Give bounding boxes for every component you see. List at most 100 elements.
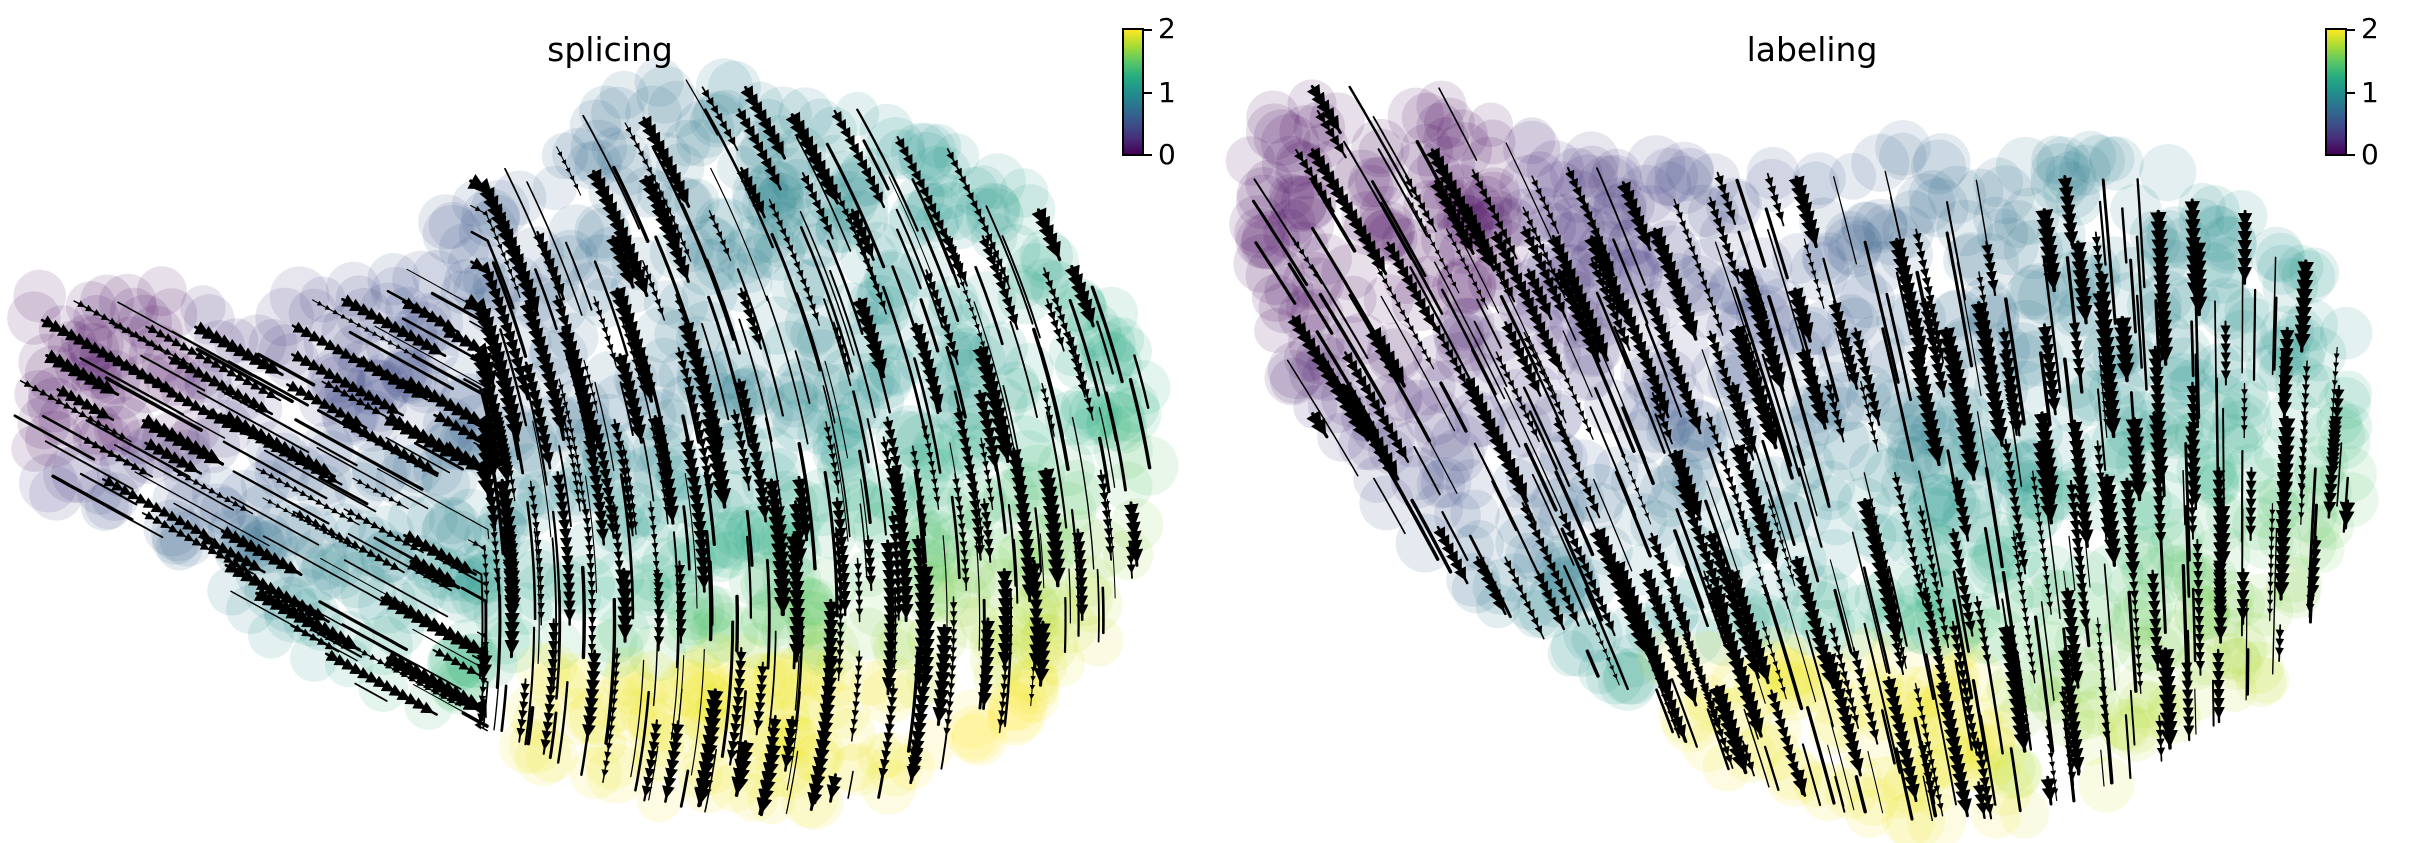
streamline: [2194, 353, 2200, 429]
streamline: [736, 166, 766, 219]
cell-point: [2170, 358, 2220, 408]
cell-point: [1875, 120, 1931, 176]
cell-point: [841, 607, 894, 661]
streamline: [858, 449, 872, 524]
streamline: [1104, 391, 1127, 492]
streamline: [637, 115, 691, 208]
streamline: [2073, 509, 2091, 648]
streamline: [316, 446, 429, 510]
streamline: [940, 714, 950, 770]
streamline: [1133, 354, 1150, 409]
streamline: [2155, 258, 2164, 361]
streamline: [2184, 505, 2191, 598]
streamline: [735, 108, 782, 191]
streamline: [1096, 568, 1100, 643]
streamline: [621, 444, 639, 535]
streamline: [1672, 706, 1688, 743]
streamline: [1975, 179, 1990, 253]
panel-labeling: labeling 2 1 0: [1210, 0, 2423, 843]
streamline: [2129, 689, 2136, 746]
streamline: [1769, 407, 1794, 480]
streamline: [2271, 529, 2278, 675]
streamline: [467, 539, 490, 604]
cell-point: [1913, 133, 1971, 191]
streamline: [705, 258, 741, 355]
cell-point: [1654, 155, 1713, 215]
streamline: [581, 503, 597, 658]
streamline: [1798, 467, 1823, 548]
streamline: [1859, 380, 1879, 453]
colorbar-tick-label: 0: [1158, 138, 1176, 171]
cell-point: [1829, 153, 1877, 200]
streamline: [2045, 501, 2061, 620]
streamline: [526, 706, 535, 746]
streamline: [1895, 271, 1912, 336]
cell-point: [1849, 442, 1900, 493]
cell-point: [1420, 457, 1472, 508]
streamline: [977, 617, 995, 711]
streamline: [172, 469, 254, 515]
cell-point: [1006, 243, 1063, 300]
streamline: [652, 596, 659, 707]
streamline: [1528, 410, 1558, 471]
streamline: [144, 438, 203, 475]
streamline: [2185, 421, 2198, 540]
chart-title-splicing: splicing: [547, 30, 673, 69]
streamline: [1849, 646, 1879, 745]
streamline: [710, 167, 768, 302]
streamline: [847, 770, 854, 799]
streamline: [1761, 353, 1801, 477]
cell-point: [860, 759, 917, 815]
streamline: [910, 445, 928, 537]
streamline: [1645, 323, 1683, 418]
streamline: [1728, 324, 1779, 450]
streamline: [1007, 503, 1017, 587]
streamline: [2068, 535, 2076, 591]
streamline: [1824, 379, 1845, 443]
streamline: [2237, 209, 2253, 285]
streamline: [1743, 708, 1770, 788]
streamline: [605, 234, 635, 289]
streamline: [1673, 529, 1705, 609]
streamline: [609, 286, 656, 403]
cell-point: [1993, 749, 2044, 799]
cell-point: [29, 466, 84, 521]
cell-point: [769, 380, 829, 440]
streamline: [222, 410, 336, 478]
streamline: [2279, 348, 2285, 406]
streamline: [2338, 499, 2356, 530]
streamline: [647, 415, 679, 525]
cell-point: [2078, 756, 2135, 813]
streamline: [580, 720, 591, 776]
streamline: [1786, 287, 1814, 343]
streamline: [1765, 386, 1793, 467]
streamline: [532, 420, 552, 538]
streamline: [2136, 178, 2146, 289]
streamline: [1533, 570, 1566, 631]
streamline: [580, 565, 586, 660]
cell-point: [358, 662, 409, 712]
cell-point: [831, 742, 886, 796]
cell-point: [641, 537, 693, 589]
streamline: [641, 719, 662, 802]
streamline: [2040, 601, 2055, 701]
streamline: [1907, 348, 1944, 467]
streamline: [432, 647, 482, 677]
streamline: [893, 586, 897, 670]
streamline: [321, 380, 387, 418]
streamline: [685, 387, 701, 444]
streamline: [1672, 198, 1724, 336]
streamline: [2277, 326, 2295, 420]
cell-point: [2115, 661, 2168, 715]
streamline: [80, 436, 154, 478]
streamline: [2271, 256, 2277, 376]
cell-point: [2319, 306, 2373, 360]
streamline: [674, 560, 687, 644]
cell-point: [136, 266, 187, 317]
streamline: [1788, 175, 1820, 249]
cell-point: [2107, 706, 2163, 762]
cell-point: [1416, 102, 1465, 151]
streamline: [765, 558, 771, 670]
cell-point: [1845, 789, 1894, 838]
cell-point: [966, 187, 1024, 246]
